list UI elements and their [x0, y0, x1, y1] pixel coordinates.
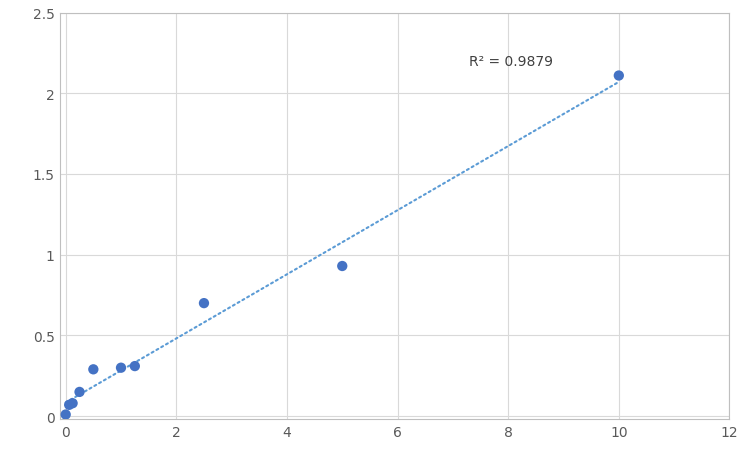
Text: R² = 0.9879: R² = 0.9879 [469, 55, 553, 69]
Point [67, 400, 79, 407]
Point [74, 388, 86, 396]
Point [129, 363, 141, 370]
Point [87, 366, 99, 373]
Point [336, 263, 348, 270]
Point [198, 300, 210, 307]
Point [59, 411, 71, 418]
Point [115, 364, 127, 372]
Point [613, 73, 625, 80]
Point [63, 401, 75, 409]
